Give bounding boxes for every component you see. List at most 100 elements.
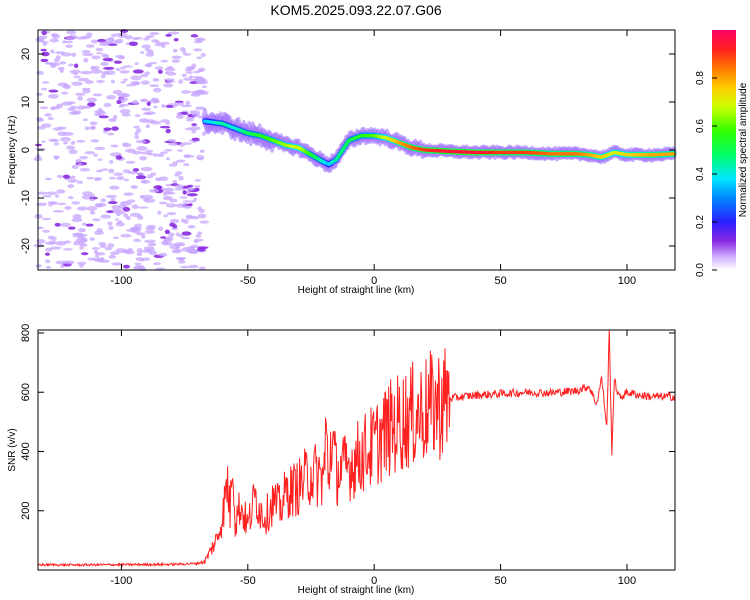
- noise-blob: [140, 80, 150, 85]
- noise-blob: [162, 195, 173, 201]
- noise-blob: [197, 206, 202, 210]
- noise-blob: [153, 87, 162, 93]
- noise-blob: [141, 234, 146, 239]
- noise-blob: [132, 99, 139, 105]
- noise-blob: [110, 198, 116, 203]
- noise-blob: [175, 256, 185, 261]
- noise-blob: [161, 44, 166, 49]
- noise-blob: [86, 206, 98, 211]
- noise-blob: [183, 52, 192, 56]
- noise-blob: [157, 210, 162, 215]
- noise-blob: [100, 74, 106, 79]
- noise-blob: [63, 141, 68, 145]
- noise-blob: [165, 33, 172, 37]
- noise-blob: [82, 118, 89, 122]
- noise-blob: [165, 121, 170, 125]
- noise-blob: [115, 155, 123, 160]
- y-tick-label: 20: [20, 48, 32, 60]
- noise-blob: [36, 92, 43, 96]
- noise-blob: [196, 247, 206, 252]
- noise-blob: [86, 32, 93, 37]
- noise-blob: [76, 180, 84, 184]
- noise-blob: [191, 129, 197, 134]
- noise-blob: [123, 264, 130, 269]
- noise-blob: [191, 137, 200, 142]
- y-tick-label: -10: [20, 190, 32, 206]
- noise-blob: [134, 134, 139, 140]
- noise-blob: [73, 240, 80, 246]
- noise-blob: [146, 174, 154, 179]
- noise-blob: [158, 252, 168, 257]
- noise-blob: [135, 175, 147, 180]
- noise-blob: [165, 203, 177, 208]
- x-tick-label: -100: [110, 275, 132, 287]
- noise-blob: [198, 67, 206, 72]
- noise-blob: [48, 89, 59, 93]
- noise-blob: [77, 228, 87, 233]
- noise-blob: [156, 153, 165, 158]
- noise-blob: [47, 94, 59, 99]
- noise-blob: [54, 222, 61, 227]
- noise-blob: [40, 48, 47, 52]
- noise-blob: [199, 220, 210, 224]
- noise-blob: [77, 96, 83, 101]
- noise-blob: [42, 194, 53, 198]
- noise-blob: [109, 185, 120, 190]
- x-tick-label: 0: [371, 575, 377, 587]
- noise-blob: [91, 55, 101, 60]
- noise-blob: [82, 88, 91, 94]
- noise-blob: [71, 201, 81, 205]
- snr-data: [37, 329, 676, 568]
- noise-blob: [51, 139, 60, 142]
- noise-blob: [171, 250, 182, 254]
- noise-blob: [90, 139, 100, 143]
- noise-blob: [133, 125, 140, 129]
- noise-blob: [143, 246, 155, 251]
- noise-blob: [60, 264, 65, 269]
- noise-blob: [57, 66, 65, 71]
- noise-blob: [160, 241, 170, 245]
- spectrogram-xlabel: Height of straight line (km): [298, 285, 415, 296]
- noise-blob: [169, 218, 180, 224]
- noise-blob: [180, 218, 186, 223]
- noise-blob: [108, 254, 116, 259]
- noise-blob: [94, 177, 103, 181]
- noise-blob: [96, 52, 103, 55]
- chart-title: KOM5.2025.093.22.07.G06: [270, 2, 441, 18]
- noise-blob: [141, 44, 151, 49]
- noise-blob: [124, 35, 133, 40]
- noise-blob: [193, 70, 200, 74]
- spectrogram-ylabel: Frequency (Hz): [7, 116, 18, 185]
- noise-blob: [186, 118, 194, 122]
- noise-blob: [71, 164, 79, 169]
- noise-blob: [172, 48, 178, 53]
- noise-blob: [193, 48, 203, 52]
- noise-blob: [68, 111, 81, 115]
- noise-blob: [98, 115, 109, 119]
- noise-blob: [144, 239, 156, 244]
- noise-blob: [139, 194, 145, 199]
- noise-blob: [100, 214, 112, 219]
- noise-blob: [101, 168, 109, 171]
- noise-blob: [153, 185, 163, 190]
- noise-blob: [60, 136, 72, 142]
- noise-blob: [106, 132, 115, 136]
- noise-blob: [171, 55, 182, 59]
- ridge-core: [337, 153, 342, 157]
- noise-blob: [82, 191, 93, 196]
- y-tick-label: -20: [20, 238, 32, 254]
- noise-blob: [160, 236, 167, 239]
- noise-blob: [87, 102, 96, 107]
- noise-blob: [71, 217, 83, 223]
- noise-blob: [183, 77, 193, 81]
- noise-blob: [50, 49, 55, 54]
- noise-blob: [73, 75, 81, 79]
- noise-blob: [91, 39, 99, 44]
- noise-blob: [103, 66, 115, 70]
- noise-blob: [80, 70, 92, 75]
- snr-ticks: -100 -50 0 50 100 200 400 600 800: [20, 324, 675, 587]
- noise-blob: [75, 92, 86, 96]
- ridge-core: [340, 147, 346, 152]
- noise-blob: [135, 128, 142, 133]
